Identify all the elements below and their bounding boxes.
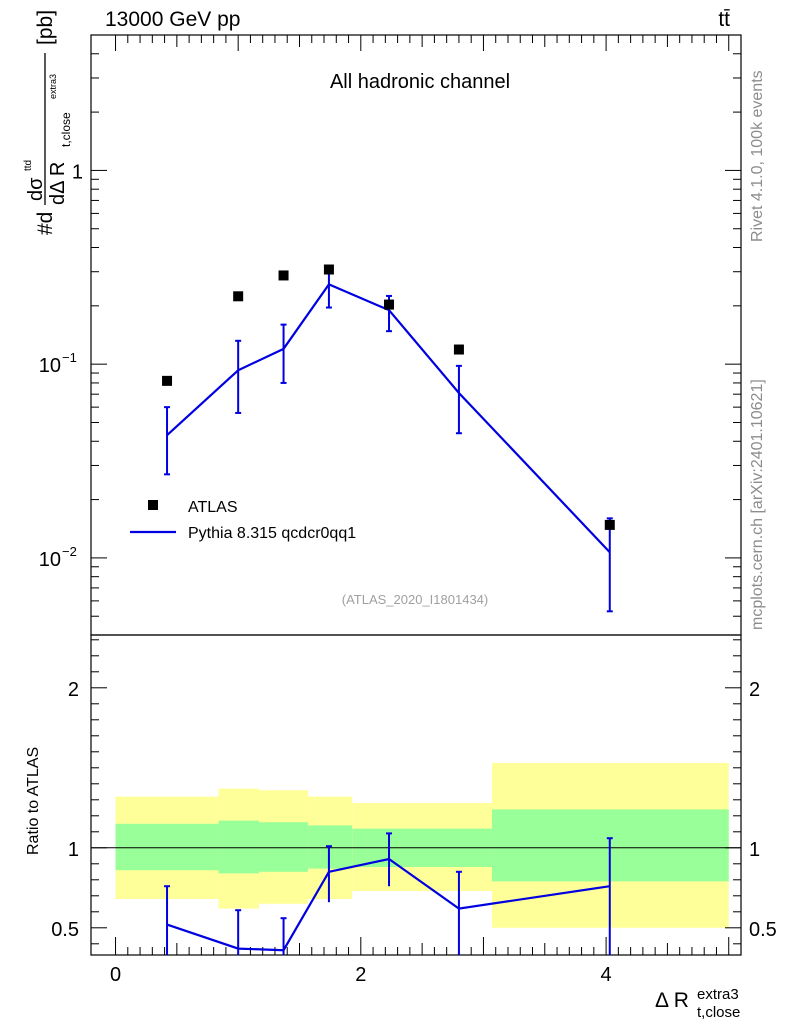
atlas-data-point: [323, 264, 334, 275]
ratio-axes: 0.5 0.5 1 1 2 2 0 2 4: [51, 639, 777, 986]
ratio-x-tick-label: 4: [601, 964, 612, 986]
atlas-data-point: [162, 375, 173, 386]
ratio-y-tick-label-left: 0.5: [51, 919, 79, 941]
mc-series-line: [166, 283, 611, 553]
main-plot-data: [162, 264, 615, 613]
ylabel-unit: [pb]: [34, 10, 57, 45]
main-y-tick-base: 1: [72, 161, 83, 183]
ratio-bands: [115, 763, 729, 928]
mcplots-label: mcplots.cern.ch [arXiv:2401.10621]: [749, 379, 766, 630]
ratio-y-tick-label-right: 2: [749, 679, 760, 701]
ylabel-numerator-sup: ttd: [23, 160, 34, 171]
ratio-series-line: [166, 857, 610, 952]
main-y-tick-label-2: 1: [72, 161, 83, 183]
main-panel-frame: [90, 34, 742, 636]
main-y-axis: 10 −210 −11: [39, 34, 741, 636]
ratio-x-tick-label: 0: [110, 964, 121, 986]
main-y-tick-label-0: 10 −2: [39, 544, 77, 571]
ratio-panel-frame: [90, 634, 742, 956]
ylabel-denominator-sup: extra3: [48, 74, 58, 99]
legend-atlas-marker: [148, 500, 158, 510]
atlas-data-point: [233, 291, 244, 302]
ylabel-numerator: dσ: [25, 177, 47, 201]
ratio-y-axis-label: Ratio to ATLAS: [25, 747, 42, 855]
atlas-data-point: [278, 270, 289, 281]
xlabel-sup: extra3: [697, 986, 739, 1003]
xlabel-main: Δ R: [655, 989, 689, 1012]
main-y-tick-exponent: −2: [62, 544, 77, 559]
ratio-x-tick-label: 2: [355, 964, 366, 986]
ylabel-denominator: dΔ R: [47, 162, 69, 205]
atlas-data-point: [604, 519, 615, 530]
main-y-tick-base: 10: [39, 549, 61, 571]
main-y-tick-exponent: −1: [62, 350, 77, 365]
ylabel-prefix: #d: [34, 212, 57, 235]
main-y-tick-label-1: 10 −1: [39, 350, 77, 377]
chart-title: All hadronic channel: [330, 71, 510, 93]
ratio-band-inner-2: [259, 822, 309, 872]
ratio-plot-data: [164, 832, 613, 955]
ratio-y-tick-label-right: 0.5: [749, 919, 777, 941]
atlas-data-point: [384, 299, 395, 310]
atlas-data-point: [453, 344, 464, 355]
xlabel-sub: t,close: [697, 1004, 740, 1021]
ratio-band-inner-1: [218, 820, 260, 874]
ylabel-denominator-sub: t,close: [59, 112, 73, 147]
ratio-y-tick-label-right: 1: [749, 839, 760, 861]
ratio-y-tick-label-left: 2: [68, 679, 79, 701]
main-y-tick-base: 10: [39, 355, 61, 377]
legend-atlas-label: ATLAS: [188, 499, 238, 516]
analysis-tag: (ATLAS_2020_I1801434): [342, 592, 488, 607]
energy-label: 13000 GeV pp: [105, 8, 240, 31]
legend-pythia-label: Pythia 8.315 qcdcr0qq1: [188, 525, 356, 542]
main-y-axis-label: #d dσ ttd dΔ R t,close extra3 [pb]: [23, 10, 73, 235]
legend: ATLAS Pythia 8.315 qcdcr0qq1: [130, 499, 356, 542]
process-label: tt̄: [718, 8, 730, 31]
x-axis-label: Δ R extra3 t,close: [655, 986, 740, 1021]
ratio-band-inner-0: [115, 823, 219, 871]
rivet-label: Rivet 4.1.0, 100k events: [749, 70, 766, 242]
ratio-y-tick-label-left: 1: [68, 839, 79, 861]
